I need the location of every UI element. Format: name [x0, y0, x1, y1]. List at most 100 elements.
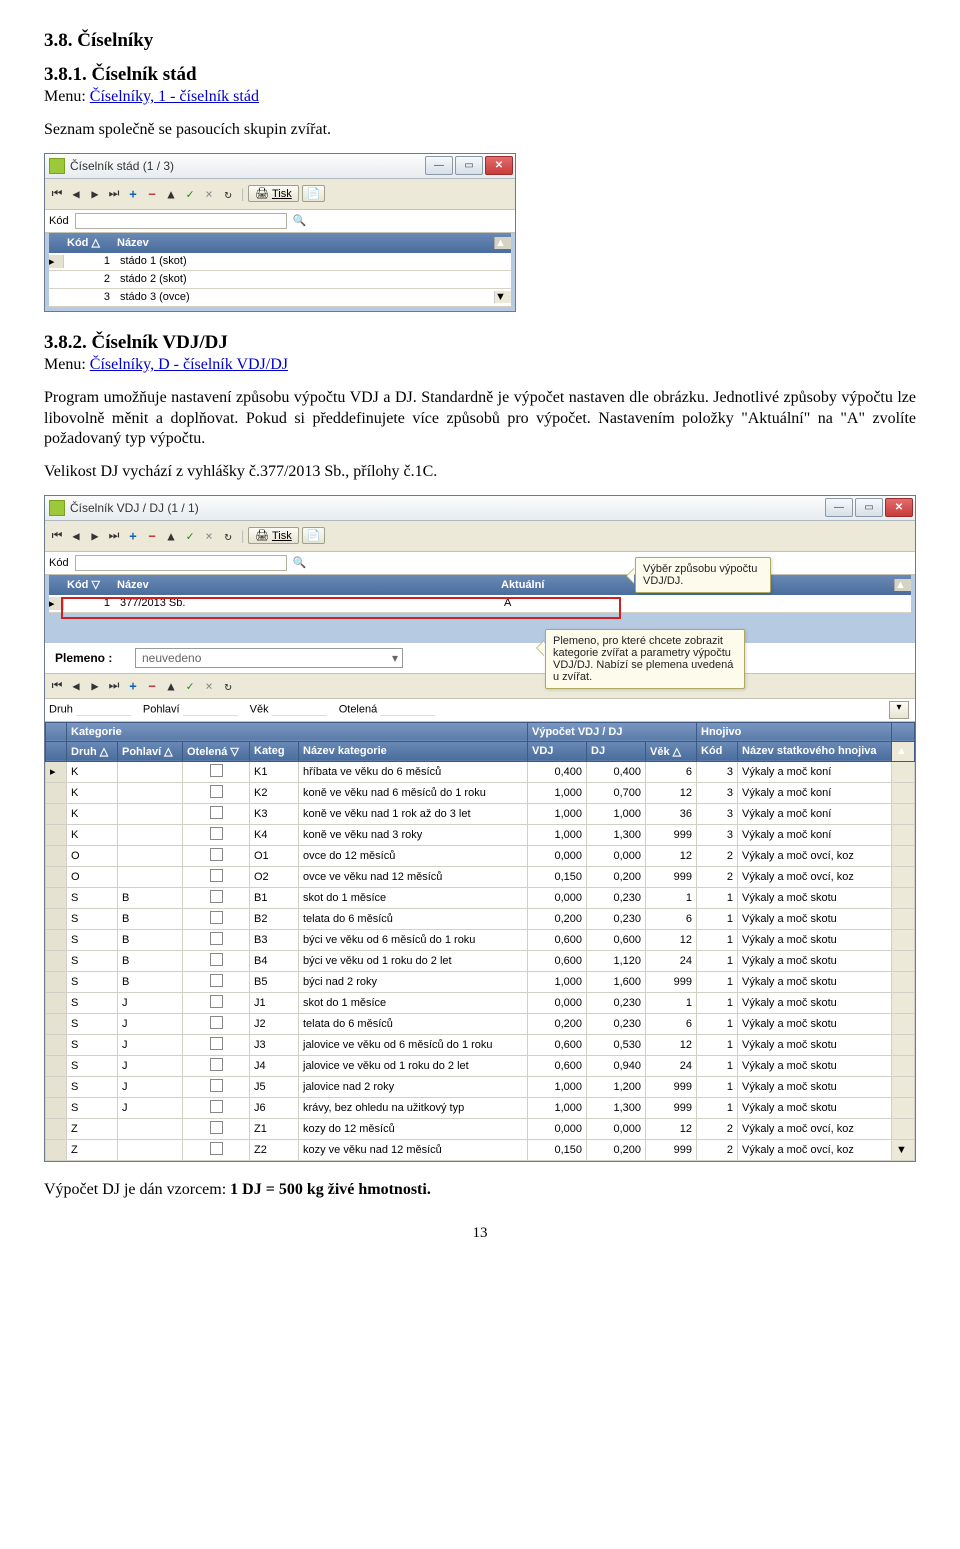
category-table: Kategorie Výpočet VDJ / DJ Hnojivo Druh …: [45, 722, 915, 1161]
window-ciselnik-vdj: Číselník VDJ / DJ (1 / 1) — ▭ ✕ ⏮ ◀ ▶ ⏭ …: [44, 495, 916, 1162]
export-icon[interactable]: 📄: [302, 185, 326, 202]
search-icon[interactable]: 🔍: [293, 214, 307, 227]
plemeno-row: Plemeno : neuvedeno: [45, 643, 915, 674]
table-row[interactable]: SJ J5jalovice nad 2 roky 1,0001,200999 1…: [46, 1076, 915, 1097]
maximize-button[interactable]: ▭: [455, 156, 483, 175]
table-row[interactable]: SB B5býci nad 2 roky 1,0001,600999 1Výka…: [46, 971, 915, 992]
filter-row: Kód 🔍: [45, 552, 915, 575]
col-header-kod[interactable]: Kód △: [63, 236, 113, 249]
nav-prev-icon[interactable]: ◀: [68, 187, 84, 201]
table-row[interactable]: 2stádo 2 (skot): [49, 271, 511, 289]
close-button[interactable]: ✕: [485, 156, 513, 175]
table-row[interactable]: K K4koně ve věku nad 3 roky 1,0001,30099…: [46, 824, 915, 845]
table-row[interactable]: SB B3býci ve věku od 6 měsíců do 1 roku …: [46, 929, 915, 950]
sub-toolbar: ⏮ ◀ ▶ ⏭ + − ▲ ✓ × ↻: [45, 674, 915, 699]
nav-last-icon[interactable]: ⏭: [106, 186, 122, 201]
confirm-icon[interactable]: ✓: [182, 529, 198, 543]
export-icon[interactable]: 📄: [302, 527, 326, 544]
plemeno-dropdown[interactable]: neuvedeno: [135, 648, 403, 668]
window-title: Číselník stád (1 / 3): [70, 159, 425, 173]
menu-prefix: Menu:: [44, 356, 90, 373]
table-row[interactable]: SB B1skot do 1 měsíce 0,0000,2301 1Výkal…: [46, 887, 915, 908]
sub1-desc: Seznam společně se pasoucích skupin zvíř…: [44, 120, 916, 141]
edit-icon[interactable]: ▲: [163, 187, 179, 201]
nav-prev-icon[interactable]: ◀: [68, 679, 84, 693]
refresh-icon[interactable]: ↻: [220, 679, 236, 693]
nav-next-icon[interactable]: ▶: [87, 529, 103, 543]
confirm-icon[interactable]: ✓: [182, 679, 198, 693]
cancel-icon[interactable]: ×: [201, 679, 217, 693]
minimize-button[interactable]: —: [425, 156, 453, 175]
col-nazev[interactable]: Název: [113, 579, 497, 591]
table-row[interactable]: SJ J3jalovice ve věku od 6 měsíců do 1 r…: [46, 1034, 915, 1055]
section-title: 3.8. Číselníky: [44, 30, 916, 52]
table-row[interactable]: ▸ 1 377/2013 Sb. A: [49, 595, 911, 613]
add-icon[interactable]: +: [125, 187, 141, 201]
subsection-1-title: 3.8.1. Číselník stád: [44, 64, 916, 86]
callout-1: Výběr způsobu výpočtu VDJ/DJ.: [635, 557, 771, 593]
nav-first-icon[interactable]: ⏮: [49, 528, 65, 543]
titlebar: Číselník VDJ / DJ (1 / 1) — ▭ ✕: [45, 496, 915, 521]
filter-input[interactable]: [75, 213, 287, 229]
print-button[interactable]: 🖨 Tisk: [248, 185, 299, 202]
maximize-button[interactable]: ▭: [855, 498, 883, 517]
remove-icon[interactable]: −: [144, 529, 160, 543]
nav-prev-icon[interactable]: ◀: [68, 529, 84, 543]
nav-first-icon[interactable]: ⏮: [49, 186, 65, 201]
remove-icon[interactable]: −: [144, 187, 160, 201]
dropdown-icon[interactable]: ▾: [889, 701, 909, 719]
nav-first-icon[interactable]: ⏮: [49, 678, 65, 693]
table-row[interactable]: SB B2telata do 6 měsíců 0,2000,2306 1Výk…: [46, 908, 915, 929]
table-row[interactable]: Z Z1kozy do 12 měsíců 0,0000,00012 2Výka…: [46, 1118, 915, 1139]
filter-label: Kód: [49, 557, 69, 569]
window-title: Číselník VDJ / DJ (1 / 1): [70, 501, 825, 515]
print-button[interactable]: 🖨 Tisk: [248, 527, 299, 544]
scroll-up[interactable]: ▲: [494, 237, 511, 249]
col-header-nazev[interactable]: Název: [113, 237, 494, 249]
search-icon[interactable]: 🔍: [293, 556, 307, 569]
table-row[interactable]: O O1ovce do 12 měsíců 0,0000,00012 2Výka…: [46, 845, 915, 866]
nav-next-icon[interactable]: ▶: [87, 187, 103, 201]
refresh-icon[interactable]: ↻: [220, 187, 236, 201]
plemeno-label: Plemeno :: [55, 651, 135, 665]
filter-input[interactable]: [75, 555, 287, 571]
table-row[interactable]: SJ J1skot do 1 měsíce 0,0000,2301 1Výkal…: [46, 992, 915, 1013]
add-icon[interactable]: +: [125, 529, 141, 543]
menu-link-2[interactable]: Číselníky, D - číselník VDJ/DJ: [90, 356, 288, 373]
table-row[interactable]: K K2koně ve věku nad 6 měsíců do 1 roku …: [46, 782, 915, 803]
table-row[interactable]: SB B4býci ve věku od 1 roku do 2 let 0,6…: [46, 950, 915, 971]
nav-next-icon[interactable]: ▶: [87, 679, 103, 693]
table-row[interactable]: 3stádo 3 (ovce)▼: [49, 289, 511, 307]
table-row[interactable]: ▸ K K1hříbata ve věku do 6 měsíců 0,4000…: [46, 761, 915, 782]
col-kod[interactable]: Kód ▽: [63, 578, 113, 591]
table-row[interactable]: O O2ovce ve věku nad 12 měsíců 0,1500,20…: [46, 866, 915, 887]
table-row[interactable]: SJ J6krávy, bez ohledu na užitkový typ 1…: [46, 1097, 915, 1118]
table-row[interactable]: ▸1stádo 1 (skot): [49, 253, 511, 271]
minimize-button[interactable]: —: [825, 498, 853, 517]
sub2-p2: Velikost DJ vychází z vyhlášky č.377/201…: [44, 462, 916, 483]
confirm-icon[interactable]: ✓: [182, 187, 198, 201]
edit-icon[interactable]: ▲: [163, 529, 179, 543]
menu-line-2: Menu: Číselníky, D - číselník VDJ/DJ: [44, 356, 916, 374]
table-row[interactable]: Z Z2kozy ve věku nad 12 měsíců 0,1500,20…: [46, 1139, 915, 1160]
page-number: 13: [44, 1225, 916, 1242]
scroll-up[interactable]: ▲: [894, 579, 911, 591]
nav-last-icon[interactable]: ⏭: [106, 528, 122, 543]
table-row[interactable]: SJ J4jalovice ve věku od 1 roku do 2 let…: [46, 1055, 915, 1076]
nav-last-icon[interactable]: ⏭: [106, 678, 122, 693]
table-row[interactable]: K K3koně ve věku nad 1 rok až do 3 let 1…: [46, 803, 915, 824]
edit-icon[interactable]: ▲: [163, 679, 179, 693]
footer-text: Výpočet DJ je dán vzorcem: 1 DJ = 500 kg…: [44, 1180, 916, 1201]
app-icon: [49, 500, 65, 516]
cancel-icon[interactable]: ×: [201, 187, 217, 201]
refresh-icon[interactable]: ↻: [220, 529, 236, 543]
cancel-icon[interactable]: ×: [201, 529, 217, 543]
menu-link-1[interactable]: Číselníky, 1 - číselník stád: [90, 88, 259, 105]
filter-label: Kód: [49, 215, 69, 227]
table-row[interactable]: SJ J2telata do 6 měsíců 0,2000,2306 1Výk…: [46, 1013, 915, 1034]
remove-icon[interactable]: −: [144, 679, 160, 693]
callout-2: Plemeno, pro které chcete zobrazit kateg…: [545, 629, 745, 689]
add-icon[interactable]: +: [125, 679, 141, 693]
close-button[interactable]: ✕: [885, 498, 913, 517]
sub2-p1: Program umožňuje nastavení způsobu výpoč…: [44, 388, 916, 450]
